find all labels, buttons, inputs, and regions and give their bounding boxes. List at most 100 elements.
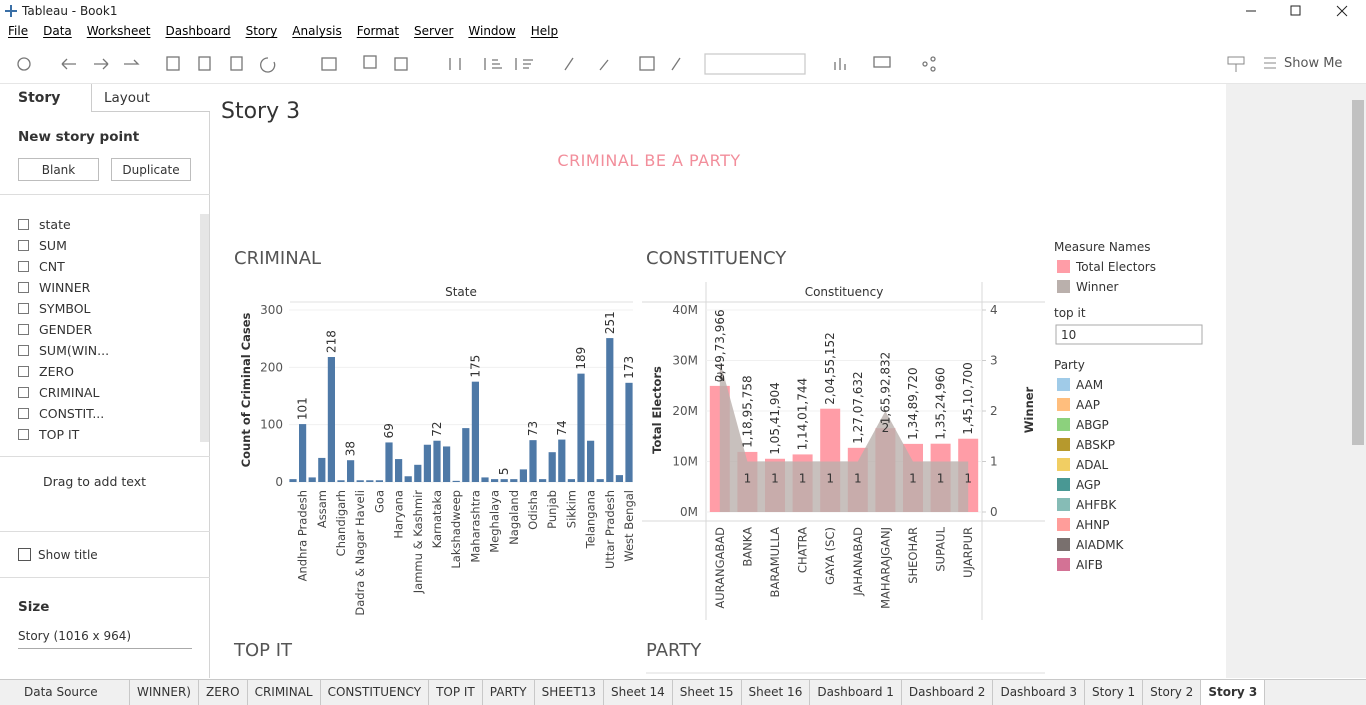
legend-label: ADAL (1076, 458, 1108, 472)
sheet-name[interactable]: GENDER (39, 322, 93, 337)
sheet-tab[interactable]: CRIMINAL (248, 680, 321, 705)
layout-tab[interactable]: Layout (91, 84, 210, 112)
menu-item[interactable]: Data (43, 24, 72, 38)
data-label: 2,04,55,152 (823, 332, 837, 405)
story-sheet[interactable]: TOP IT (18, 427, 79, 442)
bar (615, 475, 623, 482)
sheet-tab[interactable]: Dashboard 3 (993, 680, 1086, 705)
x-tick-label: Dadra & Nagar Haveli (353, 490, 367, 616)
story-sheet[interactable]: SUM(WIN... (18, 343, 109, 358)
story-sheet[interactable]: state (18, 217, 71, 232)
canvas-background (1226, 84, 1350, 678)
sheet-name[interactable]: WINNER (39, 280, 91, 295)
sheet-name[interactable]: SUM(WIN... (39, 343, 110, 358)
show-title-checkbox[interactable] (18, 548, 31, 561)
menu-item[interactable]: Worksheet (86, 24, 151, 38)
menu-item[interactable]: Analysis (292, 24, 342, 38)
x-tick-label: Jammu & Kashmir (411, 490, 425, 594)
story-sheet[interactable]: SYMBOL (18, 301, 91, 316)
size-dropdown[interactable]: Story (1016 x 964) (18, 629, 192, 649)
blank-button[interactable]: Blank (18, 158, 99, 181)
sheet-tab[interactable]: CONSTITUENCY (321, 680, 430, 705)
sheet-tab[interactable]: Story 1 (1085, 680, 1144, 705)
filter-input[interactable] (1055, 324, 1203, 345)
x-tick-label: SUPAUL (934, 526, 948, 571)
x-tick-label: AURANGABAD (713, 527, 727, 609)
bar (385, 442, 393, 482)
menu-item[interactable]: Server (414, 24, 454, 38)
show-me-button[interactable]: Show Me (1284, 56, 1343, 71)
sheet-tab[interactable]: WINNER) (130, 680, 199, 705)
bar (443, 446, 451, 482)
sheet-tab[interactable]: PARTY (483, 680, 535, 705)
sheet-name[interactable]: state (39, 217, 71, 232)
sheet-name[interactable]: TOP IT (39, 427, 80, 442)
sheet-name[interactable]: CNT (39, 259, 65, 274)
format-icon[interactable] (1226, 54, 1276, 74)
sheet-name[interactable]: SYMBOL (39, 301, 91, 316)
story-tab[interactable]: Story (0, 84, 91, 112)
sheet-name[interactable]: ZERO (39, 364, 74, 379)
duplicate-button[interactable]: Duplicate (111, 158, 191, 181)
sheet-tab[interactable]: TOP IT (429, 680, 483, 705)
divider (0, 531, 210, 532)
window-controls[interactable] (1240, 2, 1360, 20)
x-tick-label: JAHANABAD (851, 527, 865, 597)
sheet-tab[interactable]: Dashboard 1 (810, 680, 902, 705)
data-label: 1,27,07,632 (851, 371, 865, 444)
sheet-tab[interactable]: Data Source (0, 680, 130, 705)
x-tick-label: West Bengal (622, 490, 636, 562)
legend-swatch (1057, 518, 1070, 531)
menu-item[interactable]: Window (468, 24, 516, 38)
menu-item[interactable]: Help (530, 24, 559, 38)
data-label: 1,14,01,744 (796, 378, 810, 451)
data-label: 1,35,24,960 (934, 367, 948, 440)
sheet-tab[interactable]: ZERO (199, 680, 248, 705)
sheet-name[interactable]: CRIMINAL (39, 385, 100, 400)
data-label: 1 (937, 472, 945, 486)
legend-title: Measure Names (1054, 240, 1150, 254)
story-sheet[interactable]: ZERO (18, 364, 74, 379)
legend-label: ABSKP (1076, 438, 1115, 452)
data-label: 1 (799, 472, 807, 486)
bar (596, 479, 604, 482)
data-label: 101 (296, 397, 310, 420)
sheet-tab[interactable]: Story 2 (1143, 680, 1202, 705)
toolbar-icons[interactable] (0, 44, 960, 84)
bar (548, 452, 556, 482)
data-label: 1,45,10,700 (961, 362, 975, 435)
data-label: 2,49,73,966 (713, 309, 727, 382)
story-sheet[interactable]: GENDER (18, 322, 92, 337)
story-sheet[interactable]: CONSTIT... (18, 406, 104, 421)
menu-item[interactable]: Format (356, 24, 400, 38)
vertical-scrollbar[interactable] (1350, 84, 1366, 678)
bar (395, 459, 403, 482)
story-sheet[interactable]: WINNER (18, 280, 90, 295)
legend-swatch (1057, 558, 1070, 571)
story-sheet[interactable]: CRIMINAL (18, 385, 99, 400)
menu-item[interactable]: Dashboard (165, 24, 231, 38)
y-tick-label: 200 (260, 360, 283, 374)
drag-text[interactable]: Drag to add text (43, 474, 147, 489)
sheet-name[interactable]: SUM (39, 238, 67, 253)
sheet-tab[interactable]: Dashboard 2 (902, 680, 994, 705)
scroll-thumb[interactable] (1352, 100, 1364, 445)
bar (423, 444, 431, 482)
data-label: 175 (468, 355, 482, 378)
menu-item[interactable]: File (8, 24, 29, 38)
show-title-label[interactable]: Show title (38, 548, 98, 562)
story-sheet[interactable]: CNT (18, 259, 65, 274)
legend-label: AAM (1076, 378, 1103, 392)
sheet-name[interactable]: CONSTIT... (39, 406, 105, 421)
app-icon (5, 5, 17, 17)
legend-label: Winner (1076, 280, 1119, 294)
bar (414, 464, 422, 482)
sheet-tab[interactable]: Sheet 16 (742, 680, 811, 705)
bar (404, 476, 412, 482)
sheet-tab[interactable]: Sheet 14 (604, 680, 673, 705)
menu-item[interactable]: Story (245, 24, 278, 38)
sheet-tab[interactable]: Sheet 15 (673, 680, 742, 705)
story-sheet[interactable]: SUM (18, 238, 67, 253)
sheet-tab[interactable]: Story 3 (1201, 680, 1266, 705)
sheet-tab[interactable]: SHEET13 (535, 680, 604, 705)
